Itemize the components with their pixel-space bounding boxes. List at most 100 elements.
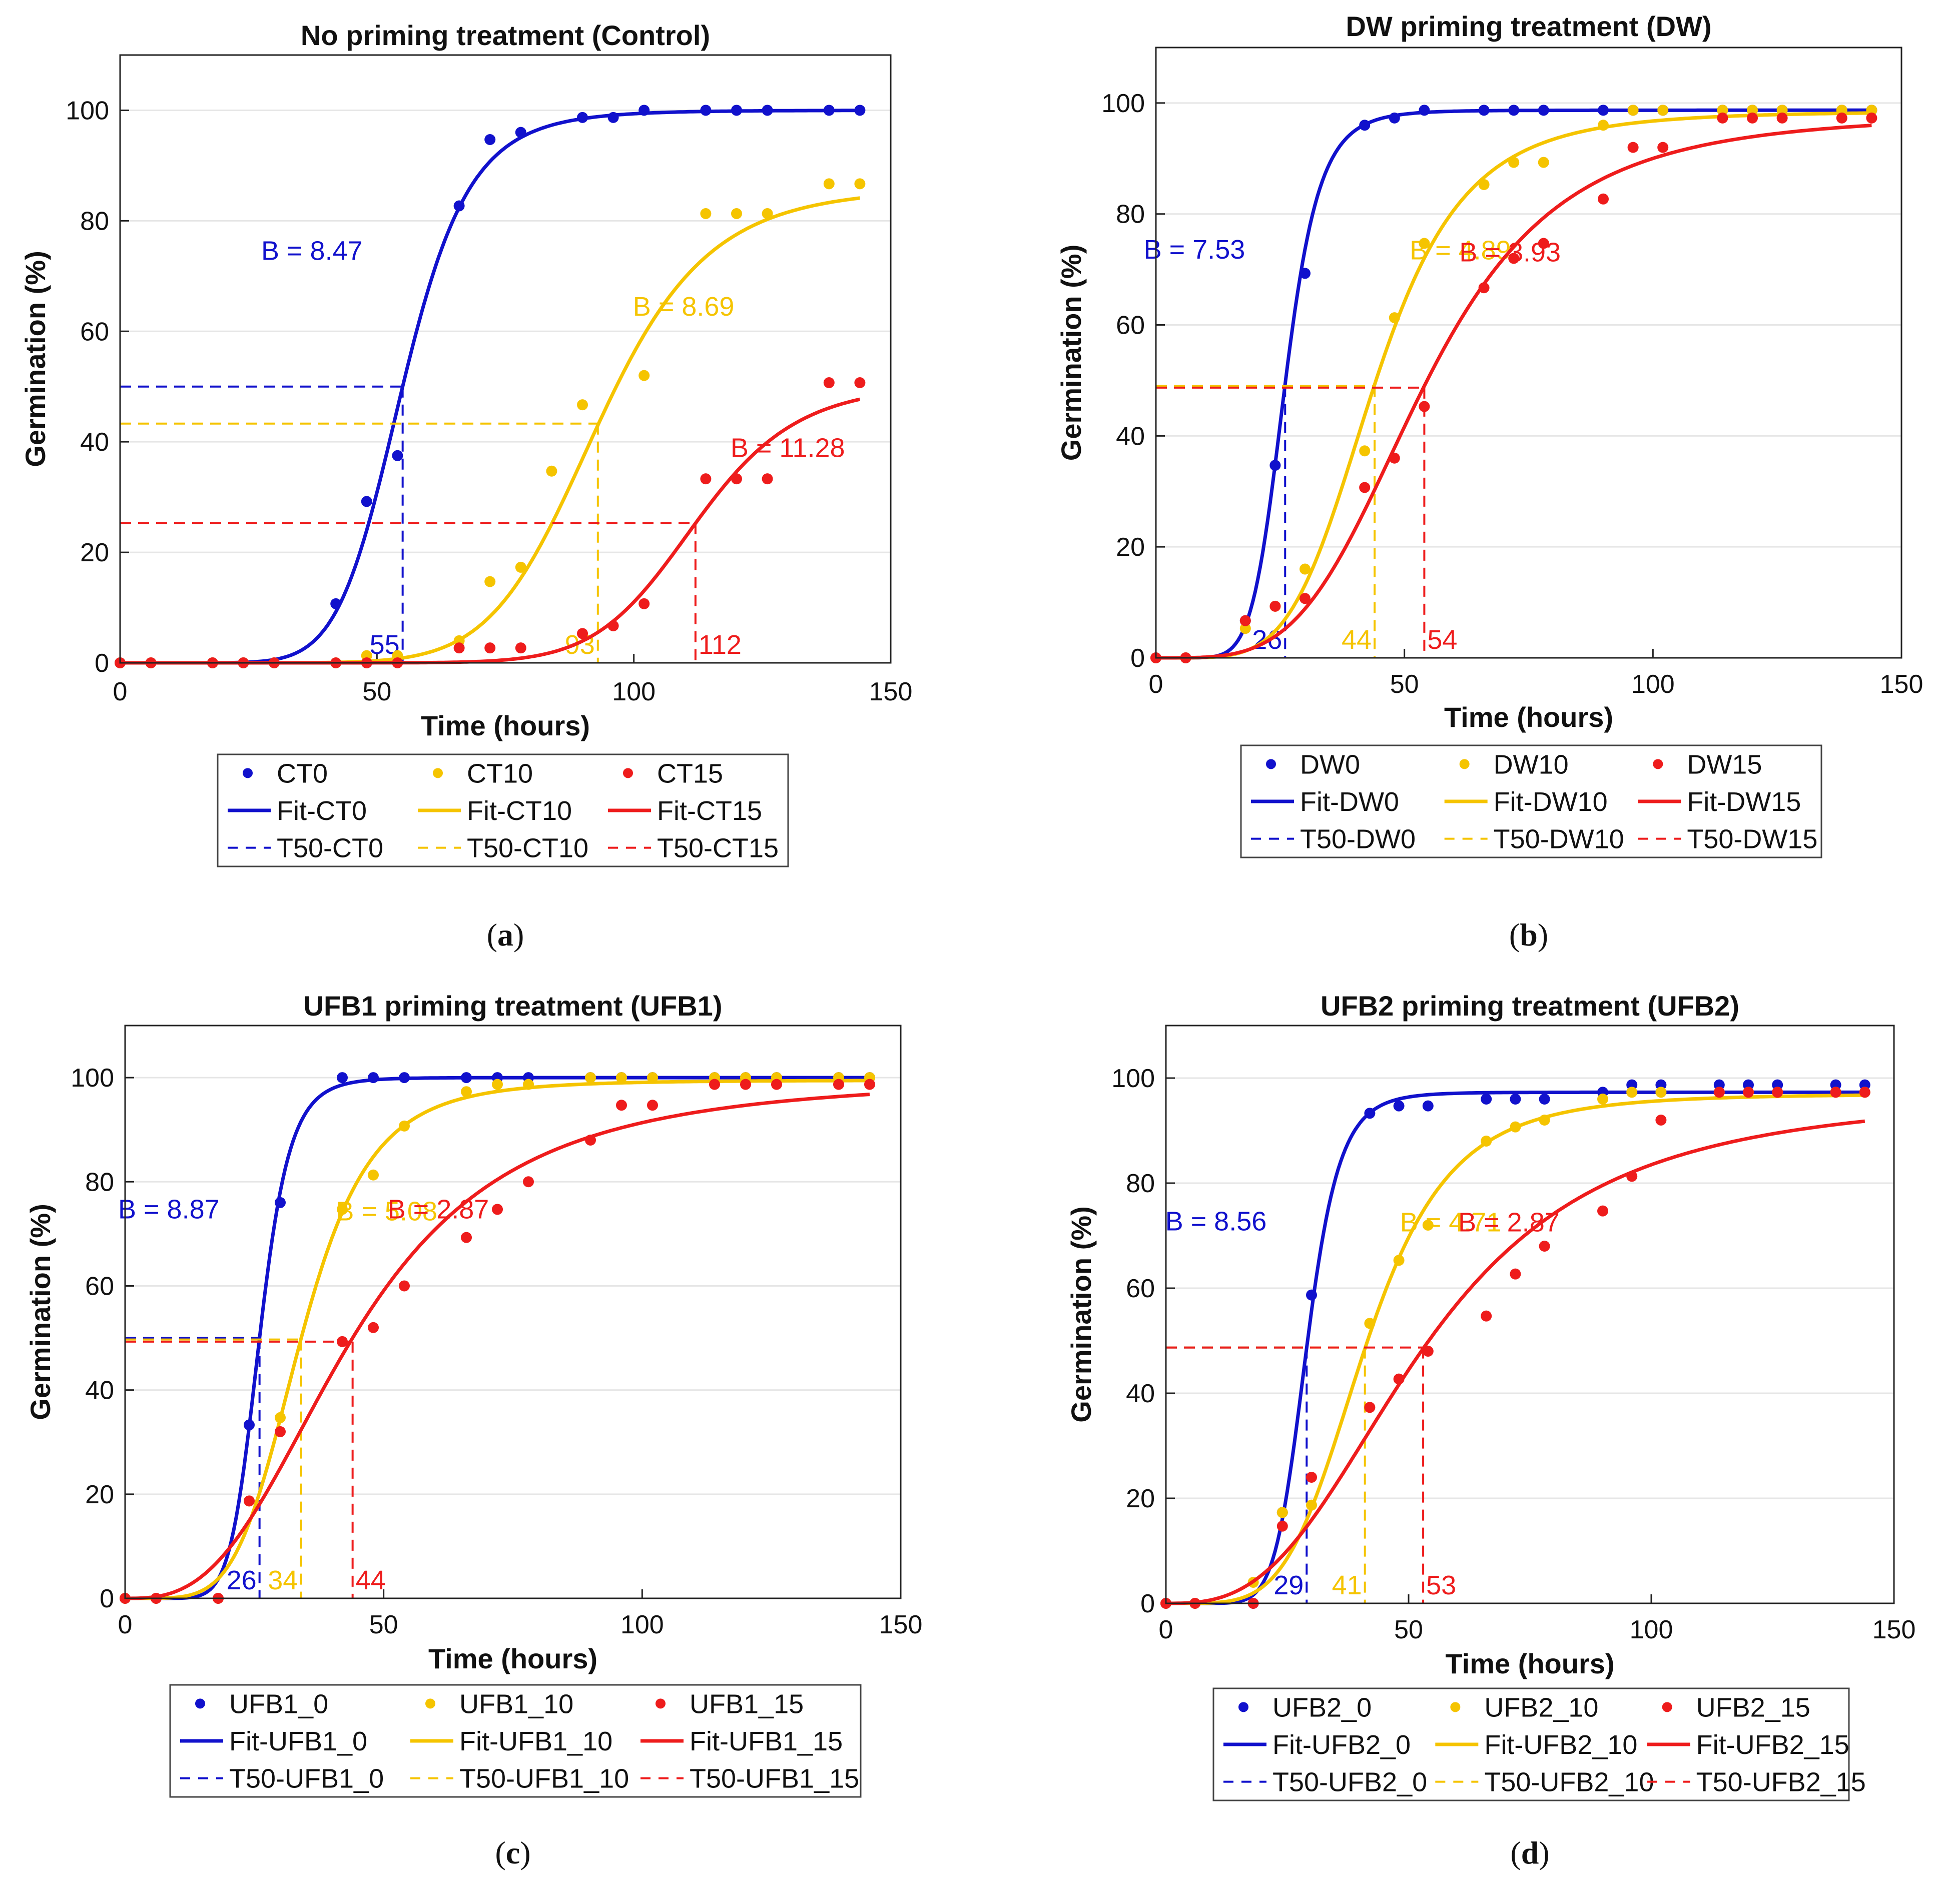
b-value-label-DW15: B = 3.93 <box>1459 237 1561 267</box>
data-point-UFB2_15 <box>1422 1346 1434 1357</box>
x-axis-label: Time (hours) <box>1444 701 1613 733</box>
legend-label: T50-UFB2_10 <box>1484 1767 1654 1797</box>
data-point-DW0 <box>1359 120 1371 131</box>
y-tick-label: 60 <box>80 317 109 346</box>
y-tick-label: 60 <box>1116 311 1145 340</box>
y-axis-label: Germination (%) <box>1065 1206 1097 1422</box>
legend-marker-UFB1_10 <box>425 1698 435 1709</box>
legend-marker-DW0 <box>1266 759 1276 769</box>
data-point-UFB2_0 <box>1393 1100 1405 1112</box>
x-tick-label: 150 <box>869 677 913 706</box>
data-point-UFB1_15 <box>275 1426 286 1437</box>
data-point-UFB1_0 <box>461 1072 472 1084</box>
panel-caption: (b) <box>1509 917 1548 953</box>
x-axis-label: Time (hours) <box>428 1643 597 1674</box>
data-point-UFB2_0 <box>1510 1094 1521 1105</box>
plot-area <box>1156 48 1901 658</box>
legend-label: T50-DW15 <box>1687 824 1817 854</box>
legend-label: T50-DW0 <box>1300 824 1416 854</box>
data-point-CT10 <box>546 465 557 477</box>
legend-label: Fit-CT0 <box>277 796 367 826</box>
data-point-UFB1_15 <box>523 1176 534 1188</box>
data-point-UFB1_0 <box>337 1072 348 1084</box>
plot-frame <box>119 54 892 664</box>
data-point-UFB1_15 <box>337 1336 348 1347</box>
legend-box <box>1212 1687 1850 1801</box>
b-value-label-DW10: B = 4.89 <box>1410 235 1511 265</box>
data-point-DW15 <box>1508 253 1520 264</box>
data-point-DW15 <box>1419 401 1430 412</box>
chart-panel-d: 0 20 40 60 80 100 0 50 100 150 B = 8.56 29 B = 4.71 4… <box>1065 990 1915 1870</box>
data-point-UFB1_0 <box>399 1072 410 1084</box>
data-point-DW10 <box>1717 105 1728 116</box>
data-point-UFB2_15 <box>1306 1472 1317 1483</box>
data-point-DW15 <box>1836 112 1847 124</box>
data-point-DW10 <box>1538 157 1549 168</box>
x-tick-label: 50 <box>1390 670 1419 699</box>
data-point-DW10 <box>1300 563 1311 575</box>
t50-value-label-UFB2_10: 41 <box>1332 1570 1362 1600</box>
legend-label: Fit-UFB2_0 <box>1272 1730 1411 1760</box>
data-point-UFB1_15 <box>864 1079 875 1090</box>
b-value-label-UFB1_15: B = 2.87 <box>388 1195 489 1225</box>
legend-label: T50-UFB1_0 <box>229 1764 384 1794</box>
legend-label: Fit-UFB2_15 <box>1696 1730 1849 1760</box>
data-point-UFB2_15 <box>1655 1115 1667 1126</box>
data-point-UFB2_0 <box>1481 1094 1492 1105</box>
plot-area <box>125 1026 901 1598</box>
data-point-CT10 <box>731 208 742 220</box>
legend: DW0 Fit-DW0 T50-DW0 DW10 Fit-DW10 T50-DW10 DW1… <box>1240 744 1822 858</box>
y-tick-label: 20 <box>80 538 109 567</box>
data-point-DW10 <box>1508 157 1520 168</box>
legend-label: Fit-UFB1_0 <box>229 1726 367 1756</box>
legend-label: DW10 <box>1494 749 1569 779</box>
legend-label: T50-CT0 <box>277 833 383 863</box>
x-tick-label: 100 <box>1630 1615 1673 1644</box>
data-point-UFB2_10 <box>1276 1507 1288 1518</box>
b-value-label-CT10: B = 8.69 <box>633 292 735 322</box>
data-point-DW10 <box>1866 105 1877 116</box>
y-tick-label: 40 <box>80 428 109 457</box>
data-point-UFB1_15 <box>771 1079 782 1090</box>
legend-label: DW15 <box>1687 749 1762 779</box>
x-tick-label: 100 <box>612 677 656 706</box>
x-axis-label: Time (hours) <box>421 710 590 741</box>
data-point-UFB2_15 <box>1859 1087 1870 1098</box>
data-point-DW0 <box>1300 268 1311 279</box>
legend-box <box>169 1684 862 1798</box>
data-point-UFB1_15 <box>709 1079 720 1090</box>
data-point-UFB1_10 <box>616 1072 627 1084</box>
data-point-CT15 <box>762 473 773 485</box>
data-point-CT0 <box>607 112 619 123</box>
data-point-CT0 <box>638 105 650 116</box>
data-point-DW10 <box>1478 179 1490 190</box>
data-point-CT10 <box>700 208 712 220</box>
data-point-UFB2_0 <box>1422 1100 1434 1112</box>
legend-label: UFB1_10 <box>459 1689 573 1719</box>
data-point-DW0 <box>1598 105 1609 116</box>
data-point-UFB2_10 <box>1481 1136 1492 1147</box>
y-tick-label: 100 <box>1111 1064 1155 1093</box>
data-point-DW0 <box>1269 460 1281 471</box>
x-tick-label: 150 <box>1872 1615 1916 1644</box>
t50-value-label-CT15: 112 <box>699 630 742 660</box>
fit-curve-DW15 <box>1156 124 1872 660</box>
legend-label: Fit-DW0 <box>1300 787 1399 817</box>
y-tick-label: 40 <box>85 1376 114 1405</box>
x-tick-label: 50 <box>1394 1615 1423 1644</box>
legend-label: T50-UFB2_15 <box>1696 1767 1866 1797</box>
plot-frame <box>1165 1025 1895 1604</box>
data-point-CT0 <box>823 105 835 116</box>
x-tick-label: 100 <box>620 1610 664 1639</box>
y-axis-label: Germination (%) <box>25 1204 56 1420</box>
legend: UFB2_0 Fit-UFB2_0 T50-UFB2_0 UFB2_10 Fit-UFB… <box>1212 1687 1866 1801</box>
legend-marker-CT0 <box>243 768 253 778</box>
legend-label: Fit-UFB1_15 <box>690 1726 843 1756</box>
y-tick-label: 80 <box>1116 200 1145 229</box>
legend-label: CT15 <box>657 758 723 788</box>
data-point-CT0 <box>453 200 465 212</box>
y-tick-label: 40 <box>1116 422 1145 451</box>
t50-value-label-UFB1_0: 26 <box>227 1565 257 1595</box>
legend-label: UFB2_10 <box>1484 1692 1598 1722</box>
